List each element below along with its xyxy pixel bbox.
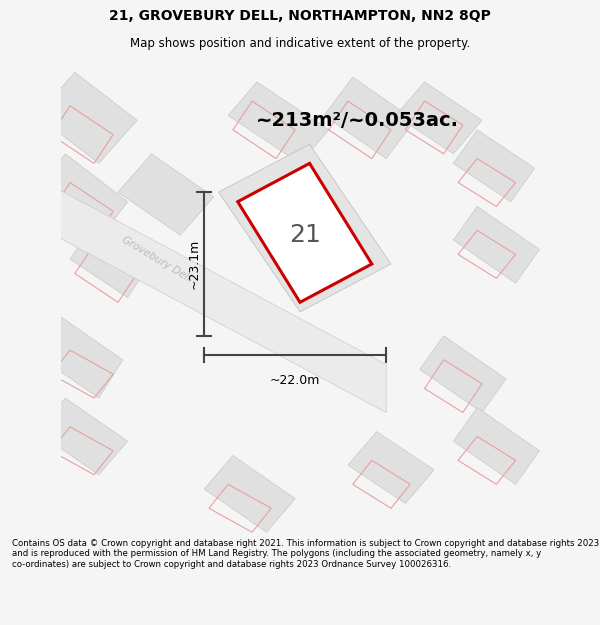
Polygon shape	[324, 77, 415, 159]
Polygon shape	[228, 82, 329, 163]
Polygon shape	[218, 144, 391, 312]
Polygon shape	[37, 317, 123, 398]
Polygon shape	[37, 154, 128, 240]
Polygon shape	[420, 336, 506, 412]
Polygon shape	[118, 154, 214, 235]
Text: Map shows position and indicative extent of the property.: Map shows position and indicative extent…	[130, 37, 470, 50]
Text: Contains OS data © Crown copyright and database right 2021. This information is : Contains OS data © Crown copyright and d…	[12, 539, 599, 569]
Text: 21: 21	[289, 223, 321, 248]
Polygon shape	[37, 72, 137, 163]
Polygon shape	[453, 408, 539, 484]
Polygon shape	[238, 163, 372, 302]
Polygon shape	[37, 398, 128, 475]
Text: ~23.1m: ~23.1m	[188, 239, 201, 289]
Polygon shape	[396, 82, 482, 154]
Polygon shape	[453, 206, 539, 283]
Polygon shape	[453, 130, 535, 202]
Text: 21, GROVEBURY DELL, NORTHAMPTON, NN2 8QP: 21, GROVEBURY DELL, NORTHAMPTON, NN2 8QP	[109, 9, 491, 23]
Polygon shape	[37, 177, 386, 412]
Polygon shape	[204, 456, 295, 532]
Text: ~22.0m: ~22.0m	[270, 374, 320, 387]
Text: ~213m²/~0.053ac.: ~213m²/~0.053ac.	[256, 111, 459, 130]
Text: Grovebury Dell: Grovebury Dell	[120, 235, 193, 284]
Polygon shape	[70, 216, 156, 298]
Polygon shape	[348, 432, 434, 504]
